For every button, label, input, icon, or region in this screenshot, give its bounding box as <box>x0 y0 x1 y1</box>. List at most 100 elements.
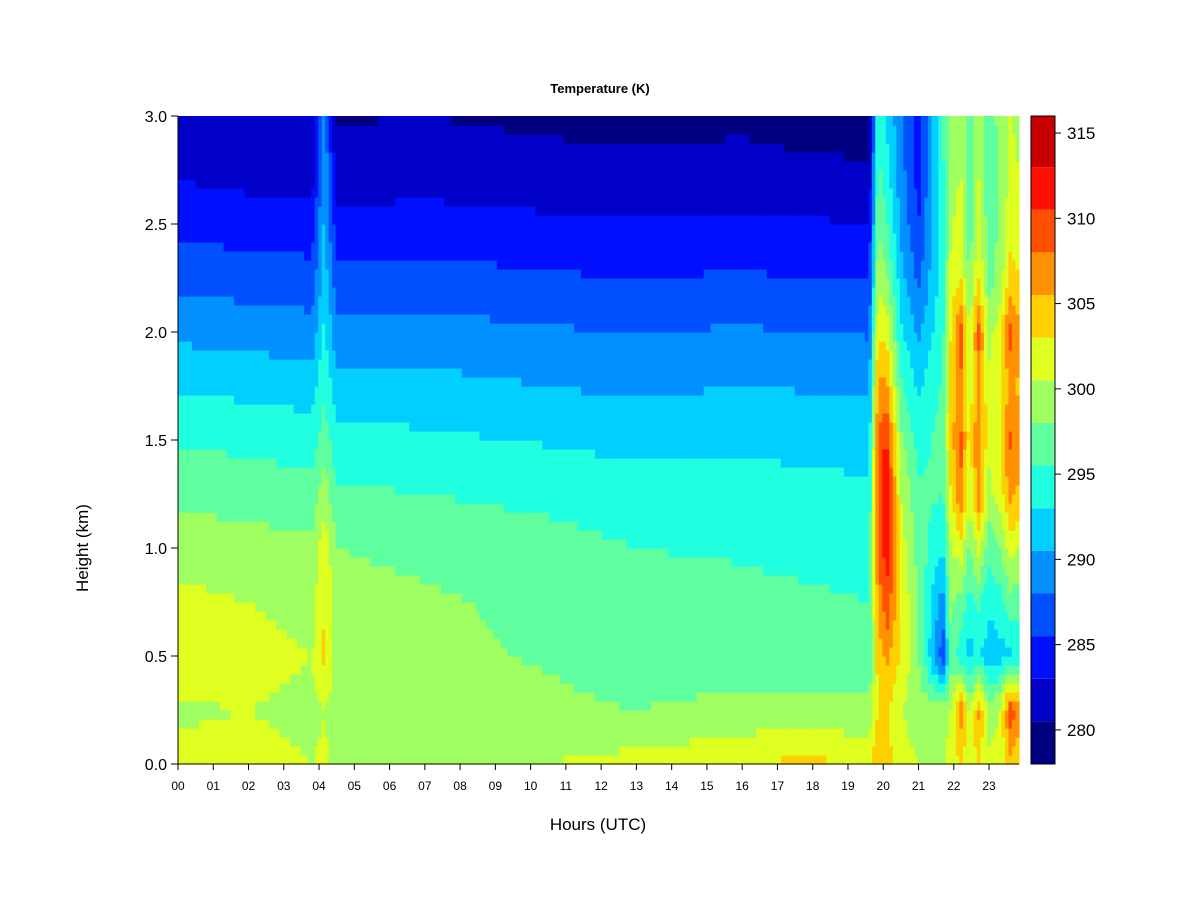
heatmap-cell <box>185 161 189 171</box>
heatmap-cell <box>409 512 413 522</box>
heatmap-cell <box>357 251 361 261</box>
heatmap-cell <box>283 341 287 351</box>
heatmap-cell <box>199 125 203 135</box>
heatmap-cell <box>343 485 347 495</box>
heatmap-cell <box>360 143 364 153</box>
heatmap-cell <box>367 746 371 756</box>
heatmap-cell <box>192 485 196 495</box>
heatmap-cell <box>280 197 284 207</box>
heatmap-cell <box>308 197 312 207</box>
heatmap-cell <box>280 530 284 540</box>
heatmap-cell <box>413 350 417 360</box>
heatmap-cell <box>294 332 298 342</box>
heatmap-cell <box>325 161 329 171</box>
heatmap-cell <box>416 233 420 243</box>
heatmap-cell <box>420 620 424 630</box>
heatmap-cell <box>259 278 263 288</box>
heatmap-cell <box>248 188 252 198</box>
heatmap-cell <box>353 305 357 315</box>
heatmap-cell <box>178 242 182 252</box>
heatmap-cell <box>308 134 312 144</box>
heatmap-cell <box>255 494 259 504</box>
heatmap-cell <box>336 134 340 144</box>
heatmap-cell <box>315 179 319 189</box>
heatmap-cell <box>378 287 382 297</box>
heatmap-cell <box>182 755 186 765</box>
heatmap-cell <box>406 737 410 747</box>
heatmap-cell <box>189 188 193 198</box>
heatmap-cell <box>234 413 238 423</box>
heatmap-cell <box>262 737 266 747</box>
heatmap-cell <box>367 359 371 369</box>
heatmap-cell <box>388 341 392 351</box>
heatmap-cell <box>339 206 343 216</box>
heatmap-cell <box>273 440 277 450</box>
heatmap-cell <box>217 503 221 513</box>
heatmap-cell <box>353 755 357 765</box>
heatmap-cell <box>367 233 371 243</box>
heatmap-cell <box>217 395 221 405</box>
heatmap-cell <box>290 620 294 630</box>
heatmap-cell <box>199 359 203 369</box>
heatmap-cell <box>353 746 357 756</box>
heatmap-cell <box>262 476 266 486</box>
heatmap-cell <box>301 521 305 531</box>
heatmap-cell <box>280 539 284 549</box>
heatmap-cell <box>206 386 210 396</box>
heatmap-cell <box>385 242 389 252</box>
heatmap-cell <box>297 521 301 531</box>
heatmap-cell <box>276 269 280 279</box>
heatmap-cell <box>399 404 403 414</box>
heatmap-cell <box>318 350 322 360</box>
heatmap-cell <box>276 170 280 180</box>
heatmap-cell <box>259 161 263 171</box>
heatmap-cell <box>199 116 203 126</box>
heatmap-cell <box>399 458 403 468</box>
heatmap-cell <box>245 179 249 189</box>
heatmap-cell <box>357 503 361 513</box>
heatmap-cell <box>238 674 242 684</box>
heatmap-cell <box>287 422 291 432</box>
heatmap-cell <box>192 233 196 243</box>
heatmap-cell <box>409 332 413 342</box>
heatmap-cell <box>325 377 329 387</box>
heatmap-cell <box>280 521 284 531</box>
heatmap-cell <box>199 395 203 405</box>
heatmap-cell <box>346 665 350 675</box>
heatmap-cell <box>343 656 347 666</box>
heatmap-cell <box>367 575 371 585</box>
heatmap-cell <box>266 701 270 711</box>
heatmap-cell <box>360 116 364 126</box>
heatmap-cell <box>262 341 266 351</box>
heatmap-cell <box>416 242 420 252</box>
heatmap-cell <box>231 368 235 378</box>
heatmap-cell <box>402 566 406 576</box>
heatmap-cell <box>399 530 403 540</box>
heatmap-cell <box>234 566 238 576</box>
heatmap-cell <box>322 638 326 648</box>
heatmap-cell <box>259 386 263 396</box>
heatmap-cell <box>255 512 259 522</box>
heatmap-cell <box>196 323 200 333</box>
heatmap-cell <box>343 224 347 234</box>
heatmap-cell <box>353 647 357 657</box>
heatmap-cell <box>185 287 189 297</box>
heatmap-cell <box>311 602 315 612</box>
heatmap-cell <box>322 449 326 459</box>
heatmap-cell <box>413 422 417 432</box>
heatmap-cell <box>311 431 315 441</box>
heatmap-cell <box>395 539 399 549</box>
heatmap-cell <box>294 755 298 765</box>
heatmap-cell <box>269 710 273 720</box>
heatmap-cell <box>210 647 214 657</box>
heatmap-cell <box>416 386 420 396</box>
heatmap-cell <box>276 161 280 171</box>
heatmap-cell <box>231 314 235 324</box>
heatmap-cell <box>280 638 284 648</box>
heatmap-cell <box>269 485 273 495</box>
heatmap-cell <box>402 269 406 279</box>
heatmap-cell <box>367 305 371 315</box>
heatmap-cell <box>395 647 399 657</box>
heatmap-cell <box>220 359 224 369</box>
heatmap-cell <box>315 224 319 234</box>
